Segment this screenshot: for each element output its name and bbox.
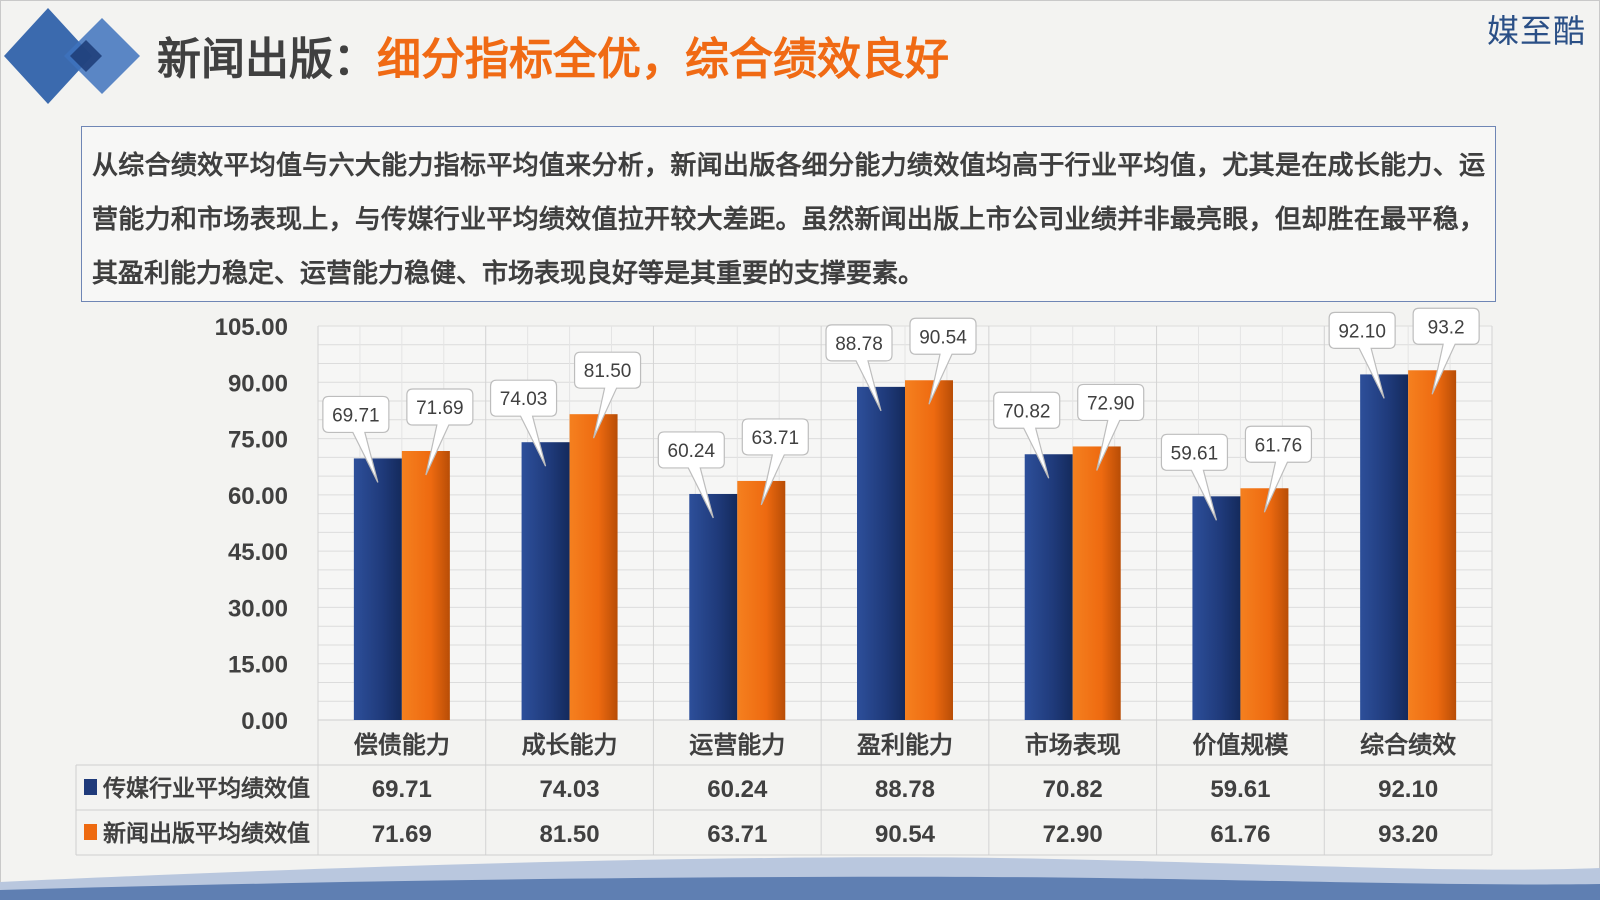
data-label-callout: 93.2 <box>1412 307 1480 395</box>
bar <box>1192 496 1241 720</box>
table-cell: 63.71 <box>707 821 767 848</box>
table-cell: 93.20 <box>1378 821 1438 848</box>
bar <box>1240 488 1289 720</box>
x-tick-label: 市场表现 <box>1025 731 1121 759</box>
x-tick-label: 综合绩效 <box>1360 731 1456 759</box>
callout-box <box>825 324 893 412</box>
y-tick-label: 30.00 <box>228 595 288 622</box>
bar <box>857 386 905 720</box>
bottom-wave-decoration <box>0 857 1600 900</box>
callout-box <box>909 317 977 405</box>
callout-box <box>1412 307 1480 395</box>
data-label: 60.24 <box>668 441 716 462</box>
callout-box <box>1077 383 1145 471</box>
data-label: 90.54 <box>919 327 967 348</box>
y-tick-label: 105.00 <box>215 314 288 341</box>
data-label: 92.10 <box>1338 321 1386 342</box>
x-tick-label: 偿债能力 <box>354 731 450 759</box>
bar <box>905 380 953 720</box>
bar <box>569 414 618 720</box>
bar <box>1024 454 1073 720</box>
table-cell: 92.10 <box>1378 776 1438 803</box>
data-label-callout: 74.03 <box>489 379 558 467</box>
y-tick-label: 15.00 <box>228 652 288 679</box>
data-label-callout: 60.24 <box>657 431 725 519</box>
brand-logo: 媒至酷 <box>1486 12 1586 50</box>
bar <box>1408 370 1457 720</box>
x-tick-label: 价值规模 <box>1192 731 1289 759</box>
bar <box>737 480 786 720</box>
legend-swatch <box>84 824 97 840</box>
callout-box <box>489 379 558 467</box>
table-cell: 59.61 <box>1210 776 1270 803</box>
data-label: 71.69 <box>416 398 464 419</box>
bar <box>353 458 402 720</box>
legend-swatch <box>84 779 97 795</box>
table-cell: 90.54 <box>875 821 936 848</box>
summary-text: 从综合绩效平均值与六大能力指标平均值来分析，新闻出版各细分能力绩效值均高于行业平… <box>92 151 1485 289</box>
table-cell: 61.76 <box>1210 821 1270 848</box>
data-label: 69.71 <box>332 405 380 426</box>
bar <box>1072 446 1121 720</box>
data-label-callout: 88.78 <box>825 324 893 412</box>
data-label-callout: 70.82 <box>993 391 1061 479</box>
y-tick-label: 90.00 <box>228 370 288 397</box>
data-label: 70.82 <box>1003 401 1051 422</box>
summary-textbox: 从综合绩效平均值与六大能力指标平均值来分析，新闻出版各细分能力绩效值均高于行业平… <box>81 126 1496 302</box>
bar <box>1360 374 1409 720</box>
data-label: 74.03 <box>500 389 548 410</box>
data-label: 61.76 <box>1255 435 1303 456</box>
bar <box>521 442 570 720</box>
table-cell: 81.50 <box>540 821 600 848</box>
data-label: 72.90 <box>1087 393 1135 414</box>
callout-box <box>657 431 725 519</box>
data-label-callout: 71.69 <box>406 388 474 476</box>
bar <box>401 450 450 720</box>
data-label: 59.61 <box>1171 443 1219 464</box>
table-cell: 71.69 <box>372 821 432 848</box>
x-tick-label: 成长能力 <box>522 731 618 759</box>
page-title: 新闻出版：细分指标全优，综合绩效良好 <box>157 30 949 90</box>
bar <box>689 493 738 720</box>
data-label-callout: 61.76 <box>1244 425 1313 513</box>
callout-box <box>741 418 809 506</box>
diamond-logo-icon <box>4 8 140 104</box>
table-cell: 72.90 <box>1043 821 1103 848</box>
data-label-callout: 63.71 <box>741 418 809 506</box>
callout-box <box>1244 425 1313 513</box>
table-cell: 69.71 <box>372 776 432 803</box>
callout-box <box>993 391 1061 479</box>
legend-label: 新闻出版平均绩效值 <box>103 820 310 847</box>
data-label-callout: 90.54 <box>909 317 977 405</box>
data-label-callout: 81.50 <box>573 351 642 439</box>
x-tick-label: 盈利能力 <box>856 731 953 759</box>
y-tick-label: 75.00 <box>228 427 288 454</box>
title-prefix: 新闻出版： <box>157 34 377 85</box>
data-label: 81.50 <box>584 361 632 382</box>
data-label-callout: 72.90 <box>1077 383 1145 471</box>
data-label: 88.78 <box>835 334 883 355</box>
y-tick-label: 60.00 <box>228 483 288 510</box>
data-label-callout: 59.61 <box>1160 433 1229 521</box>
data-label-callout: 69.71 <box>322 395 390 483</box>
table-cell: 60.24 <box>707 776 768 803</box>
y-tick-label: 45.00 <box>228 539 288 566</box>
table-cell: 74.03 <box>540 776 600 803</box>
callout-box <box>1160 433 1229 521</box>
legend-label: 传媒行业平均绩效值 <box>102 775 310 802</box>
x-tick-label: 运营能力 <box>689 731 785 759</box>
table-cell: 88.78 <box>875 776 935 803</box>
data-label: 63.71 <box>752 428 800 449</box>
y-tick-label: 0.00 <box>241 708 288 735</box>
table-cell: 70.82 <box>1043 776 1103 803</box>
callout-box <box>573 351 642 439</box>
callout-box <box>322 395 390 483</box>
title-highlight: 细分指标全优，综合绩效良好 <box>377 34 949 85</box>
callout-box <box>1328 311 1396 399</box>
data-label: 93.2 <box>1428 317 1465 338</box>
callout-box <box>406 388 474 476</box>
data-label-callout: 92.10 <box>1328 311 1396 399</box>
